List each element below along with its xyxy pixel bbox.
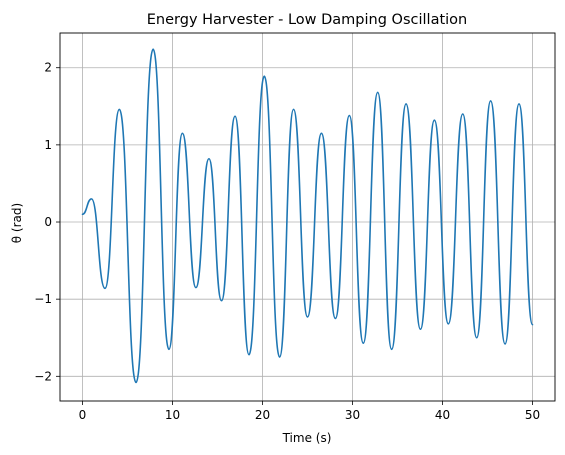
tick-marks xyxy=(56,67,533,405)
x-tick-label: 30 xyxy=(345,408,360,422)
y-tick-label: 2 xyxy=(44,61,52,75)
y-tick-label: −2 xyxy=(34,369,52,383)
y-tick-label: 0 xyxy=(44,215,52,229)
chart-title: Energy Harvester - Low Damping Oscillati… xyxy=(147,12,467,28)
x-tick-label: 40 xyxy=(435,408,450,422)
y-tick-label: −1 xyxy=(34,292,52,306)
y-axis-label: θ (rad) xyxy=(10,203,24,243)
plot-area-frame xyxy=(59,32,556,402)
grid-lines xyxy=(60,33,555,401)
x-tick-label: 0 xyxy=(79,408,87,422)
x-tick-label: 50 xyxy=(525,408,540,422)
x-axis-label: Time (s) xyxy=(282,431,332,445)
series-line xyxy=(81,48,534,384)
y-tick-label: 1 xyxy=(44,138,52,152)
x-tick-label: 20 xyxy=(255,408,270,422)
x-tick-label: 10 xyxy=(165,408,180,422)
